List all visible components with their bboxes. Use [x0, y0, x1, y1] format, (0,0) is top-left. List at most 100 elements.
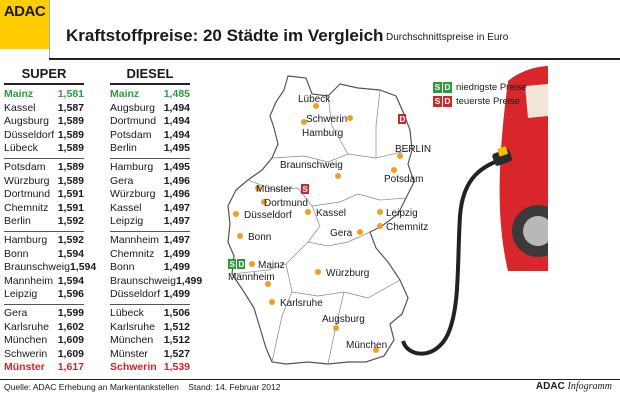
super-row: Würzburg 1,589: [4, 175, 84, 189]
city-dot-potsdam: [391, 167, 397, 173]
super-row: München 1,609: [4, 334, 84, 348]
city-label-gera: Gera: [330, 228, 353, 239]
super-city: Münster: [4, 361, 45, 374]
city-label-chemnitz: Chemnitz: [386, 222, 428, 233]
diesel-price: 1,499: [163, 247, 190, 260]
super-price: 1,591: [57, 201, 84, 214]
super-price: 1,617: [57, 361, 84, 374]
super-city: Karlsruhe: [4, 320, 49, 333]
diesel-price: 1,495: [163, 160, 190, 173]
diesel-price: 1,497: [163, 233, 190, 246]
city-label-mannheim: Mannheim: [228, 272, 275, 283]
city-dot-leipzig: [377, 209, 383, 215]
diesel-row: Mainz 1,485: [110, 88, 190, 102]
diesel-city: Düsseldorf: [110, 288, 161, 301]
city-label-mainz: Mainz: [258, 260, 285, 271]
diesel-rows: Mainz 1,485 Augsburg 1,494 Dortmund 1,494 Pots…: [110, 88, 202, 375]
mainz-low-badge-box: [228, 259, 236, 269]
diesel-price: 1,512: [163, 320, 190, 333]
city-label-kassel: Kassel: [316, 208, 346, 219]
diesel-row: Hamburg 1,495: [110, 157, 190, 175]
mainz-low-badge-letter: D: [239, 260, 245, 269]
badge-s: S: [433, 95, 442, 107]
super-price: 1,609: [57, 347, 84, 360]
diesel-city: Mannheim: [110, 233, 160, 246]
city-label-dortmund: Dortmund: [264, 198, 308, 209]
diesel-row: Gera 1,496: [110, 175, 190, 189]
diesel-heading: DIESEL: [110, 66, 190, 85]
diesel-city: Chemnitz: [110, 247, 155, 260]
super-city: Schwerin: [4, 347, 48, 360]
brand-b: Infogramm: [567, 381, 612, 392]
adac-logo: ADAC: [0, 0, 49, 49]
city-dot-chemnitz: [377, 223, 383, 229]
diesel-price: 1,497: [163, 201, 190, 214]
diesel-city: Schwerin: [110, 361, 157, 374]
city-label-duesseldorf: Düsseldorf: [244, 210, 292, 221]
super-price: 1,594: [57, 274, 84, 287]
diesel-city: Braunschweig: [110, 274, 176, 287]
city-label-wuerzburg: Würzburg: [326, 268, 369, 279]
super-price: 1,602: [57, 320, 84, 333]
diesel-city: München: [110, 334, 154, 347]
city-dot-berlin: [397, 153, 403, 159]
diesel-price: 1,494: [163, 115, 190, 128]
super-row: Karlsruhe 1,602: [4, 321, 84, 335]
super-price: 1,589: [57, 174, 84, 187]
mainz-low-badge-box: [237, 259, 245, 269]
super-price: 1,589: [57, 115, 84, 128]
diesel-price: 1,496: [163, 174, 190, 187]
super-city: Lübeck: [4, 142, 38, 155]
diesel-row: Lübeck 1,506: [110, 303, 190, 321]
diesel-table: DIESEL Mainz 1,485 Augsburg 1,494 Dortmund 1,…: [110, 66, 202, 375]
super-price: 1,592: [57, 233, 84, 246]
diesel-row: Düsseldorf 1,499: [110, 288, 190, 302]
super-city: Würzburg: [4, 174, 50, 187]
city-dot-braunschweig: [335, 173, 341, 179]
diesel-price: 1,499: [163, 288, 190, 301]
muenster-high-badge-letter: S: [303, 185, 309, 194]
diesel-price: 1,512: [163, 334, 190, 347]
diesel-row: München 1,512: [110, 334, 190, 348]
super-row: Bonn 1,594: [4, 248, 84, 262]
super-city: Mainz: [4, 88, 34, 100]
logo-text: ADAC: [3, 3, 46, 20]
badge-s: S: [433, 81, 442, 93]
diesel-row: Bonn 1,499: [110, 261, 190, 275]
diesel-row: Karlsruhe 1,512: [110, 321, 190, 335]
brand-a: ADAC: [535, 381, 565, 392]
diesel-city: Berlin: [110, 142, 137, 155]
city-dot-gera: [357, 229, 363, 235]
super-table: SUPER Mainz 1,581 Kassel 1,587 Augsburg 1,589…: [4, 66, 96, 375]
diesel-row: Schwerin 1,539: [110, 361, 190, 375]
super-row: Hamburg 1,592: [4, 230, 84, 248]
city-dot-bonn: [237, 233, 243, 239]
super-row: Mannheim 1,594: [4, 275, 84, 289]
super-row: Schwerin 1,609: [4, 348, 84, 362]
super-city: Leipzig: [4, 288, 38, 301]
diesel-price: 1,494: [163, 101, 190, 114]
city-label-potsdam: Potsdam: [384, 174, 423, 185]
super-row: Lübeck 1,589: [4, 142, 84, 156]
super-city: Gera: [4, 306, 28, 319]
city-label-luebeck: Lübeck: [298, 94, 331, 105]
super-row: Berlin 1,592: [4, 215, 84, 229]
super-city: Kassel: [4, 101, 36, 114]
page-subtitle: Durchschnittspreise in Euro: [386, 32, 509, 43]
diesel-row: Würzburg 1,496: [110, 188, 190, 202]
super-price: 1,589: [57, 142, 84, 155]
diesel-city: Leipzig: [110, 215, 144, 228]
badge-d: D: [443, 95, 452, 107]
super-row: Augsburg 1,589: [4, 115, 84, 129]
city-label-augsburg: Augsburg: [322, 314, 365, 325]
schwerin-high-badge-box: [398, 114, 406, 124]
diesel-city: Bonn: [110, 261, 135, 274]
super-price: 1,589: [57, 160, 84, 173]
diesel-price: 1,495: [163, 142, 190, 155]
super-city: Chemnitz: [4, 201, 49, 214]
city-dot-karlsruhe: [269, 299, 275, 305]
diesel-row: Münster 1,527: [110, 348, 190, 362]
